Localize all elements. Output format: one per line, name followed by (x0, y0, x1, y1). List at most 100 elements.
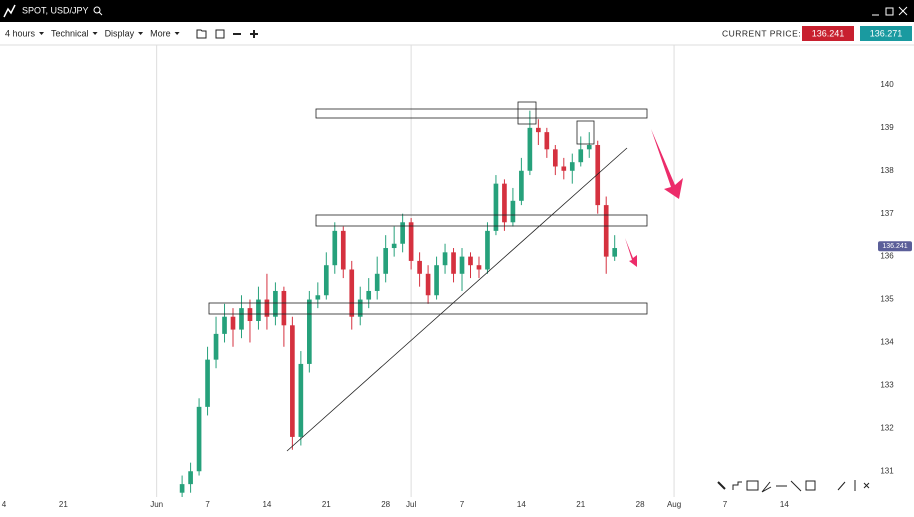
candle-body (502, 183, 507, 223)
y-tick-label: 132 (880, 423, 894, 432)
bid-price: 136.241 (812, 28, 845, 38)
last-price-tag (878, 241, 912, 252)
candle-body (510, 200, 516, 223)
menu-button[interactable]: More (150, 28, 171, 38)
candle-body (349, 269, 355, 317)
x-tick-label: 21 (322, 500, 331, 509)
bid-box[interactable] (802, 26, 854, 41)
candle-body (256, 299, 261, 322)
support-zone (208, 302, 648, 315)
y-tick-label: 135 (880, 295, 894, 304)
candle-body (595, 145, 601, 206)
candle-body (179, 484, 185, 493)
y-tick-label: 131 (880, 466, 894, 475)
candle-body (222, 316, 227, 334)
candle-body (307, 299, 312, 364)
x-tick-label: 14 (780, 500, 789, 509)
x-tick-label: 7 (723, 500, 728, 509)
candle-body (357, 299, 363, 317)
x-tick-label: Jun (150, 500, 163, 509)
candle-body (332, 230, 338, 266)
candle-body (340, 230, 346, 270)
candle-body (391, 243, 397, 249)
candle-body (442, 252, 448, 266)
candle-body (196, 406, 202, 472)
candle-body (578, 149, 584, 163)
candle-body (264, 299, 270, 317)
candle-body (239, 308, 244, 330)
candle-body (366, 290, 372, 300)
candle-body (383, 248, 389, 274)
candle-body (552, 149, 558, 167)
y-tick-label: 133 (880, 381, 894, 390)
app-icon (3, 4, 16, 18)
candle-body (476, 265, 482, 270)
candle-body (569, 162, 575, 171)
candle-body (459, 256, 465, 274)
candle-body (417, 260, 422, 274)
candle-body (527, 127, 533, 171)
x-tick-label: 28 (636, 500, 645, 509)
candle-body (298, 363, 304, 437)
candle-body (485, 230, 490, 270)
candle-body (323, 265, 329, 296)
candle-body (544, 132, 550, 150)
x-tick-label: 7 (460, 500, 465, 509)
y-tick-label: 136 (880, 252, 894, 261)
x-tick-label: Jul (406, 500, 416, 509)
peak-box (576, 120, 595, 145)
candle-body (205, 359, 210, 407)
arrow (625, 238, 637, 267)
y-tick-label: 140 (880, 80, 894, 89)
y-tick-label: 137 (880, 209, 894, 218)
candle-body (290, 325, 295, 437)
candle-body (408, 222, 414, 261)
toolbar (0, 22, 914, 45)
candle-body (374, 273, 380, 291)
candle-body (247, 308, 253, 322)
current-price-label: CURRENT PRICE: (722, 28, 801, 38)
peak-box (517, 101, 537, 125)
candle-body (230, 316, 236, 330)
x-tick-label: Aug (667, 500, 681, 509)
candle-body (519, 170, 524, 201)
candle-body (561, 166, 567, 171)
x-tick-label: 4 (2, 500, 7, 509)
last-price-label: 136.241 (882, 243, 907, 250)
toolbar-icons[interactable] (196, 29, 258, 39)
menu-caret (174, 32, 180, 35)
candle-body (188, 471, 193, 485)
menu-button[interactable]: Technical (51, 28, 89, 38)
menu-caret (138, 32, 144, 35)
menu-button[interactable]: Display (105, 28, 135, 38)
candle-body (315, 295, 321, 300)
x-tick-label: 21 (576, 500, 585, 509)
menu-button[interactable]: 4 hours (5, 28, 36, 38)
x-tick-label: 14 (262, 500, 271, 509)
x-tick-label: 7 (205, 500, 210, 509)
drawings (208, 101, 648, 452)
ask-box[interactable] (860, 26, 912, 41)
mid-zone (315, 214, 648, 227)
menu-caret (39, 32, 45, 35)
candle-body (400, 222, 405, 244)
search-icon[interactable] (93, 6, 103, 16)
candle-body (603, 205, 609, 257)
candle-body (213, 333, 219, 360)
drawing-tools[interactable] (717, 480, 870, 493)
y-tick-label: 138 (880, 166, 894, 175)
resistance-zone (315, 108, 648, 119)
candle-body (273, 290, 278, 317)
window-title: SPOT, USD/JPY (22, 5, 89, 15)
trend-line (286, 147, 628, 452)
candle-body (536, 127, 541, 133)
x-tick-label: 28 (381, 500, 390, 509)
window-controls[interactable] (872, 6, 908, 16)
candle-body (451, 252, 456, 274)
y-tick-label: 134 (880, 338, 894, 347)
candle-body (493, 183, 499, 231)
arrow (651, 129, 683, 199)
candle-body (434, 265, 439, 296)
menu-caret (92, 32, 98, 35)
